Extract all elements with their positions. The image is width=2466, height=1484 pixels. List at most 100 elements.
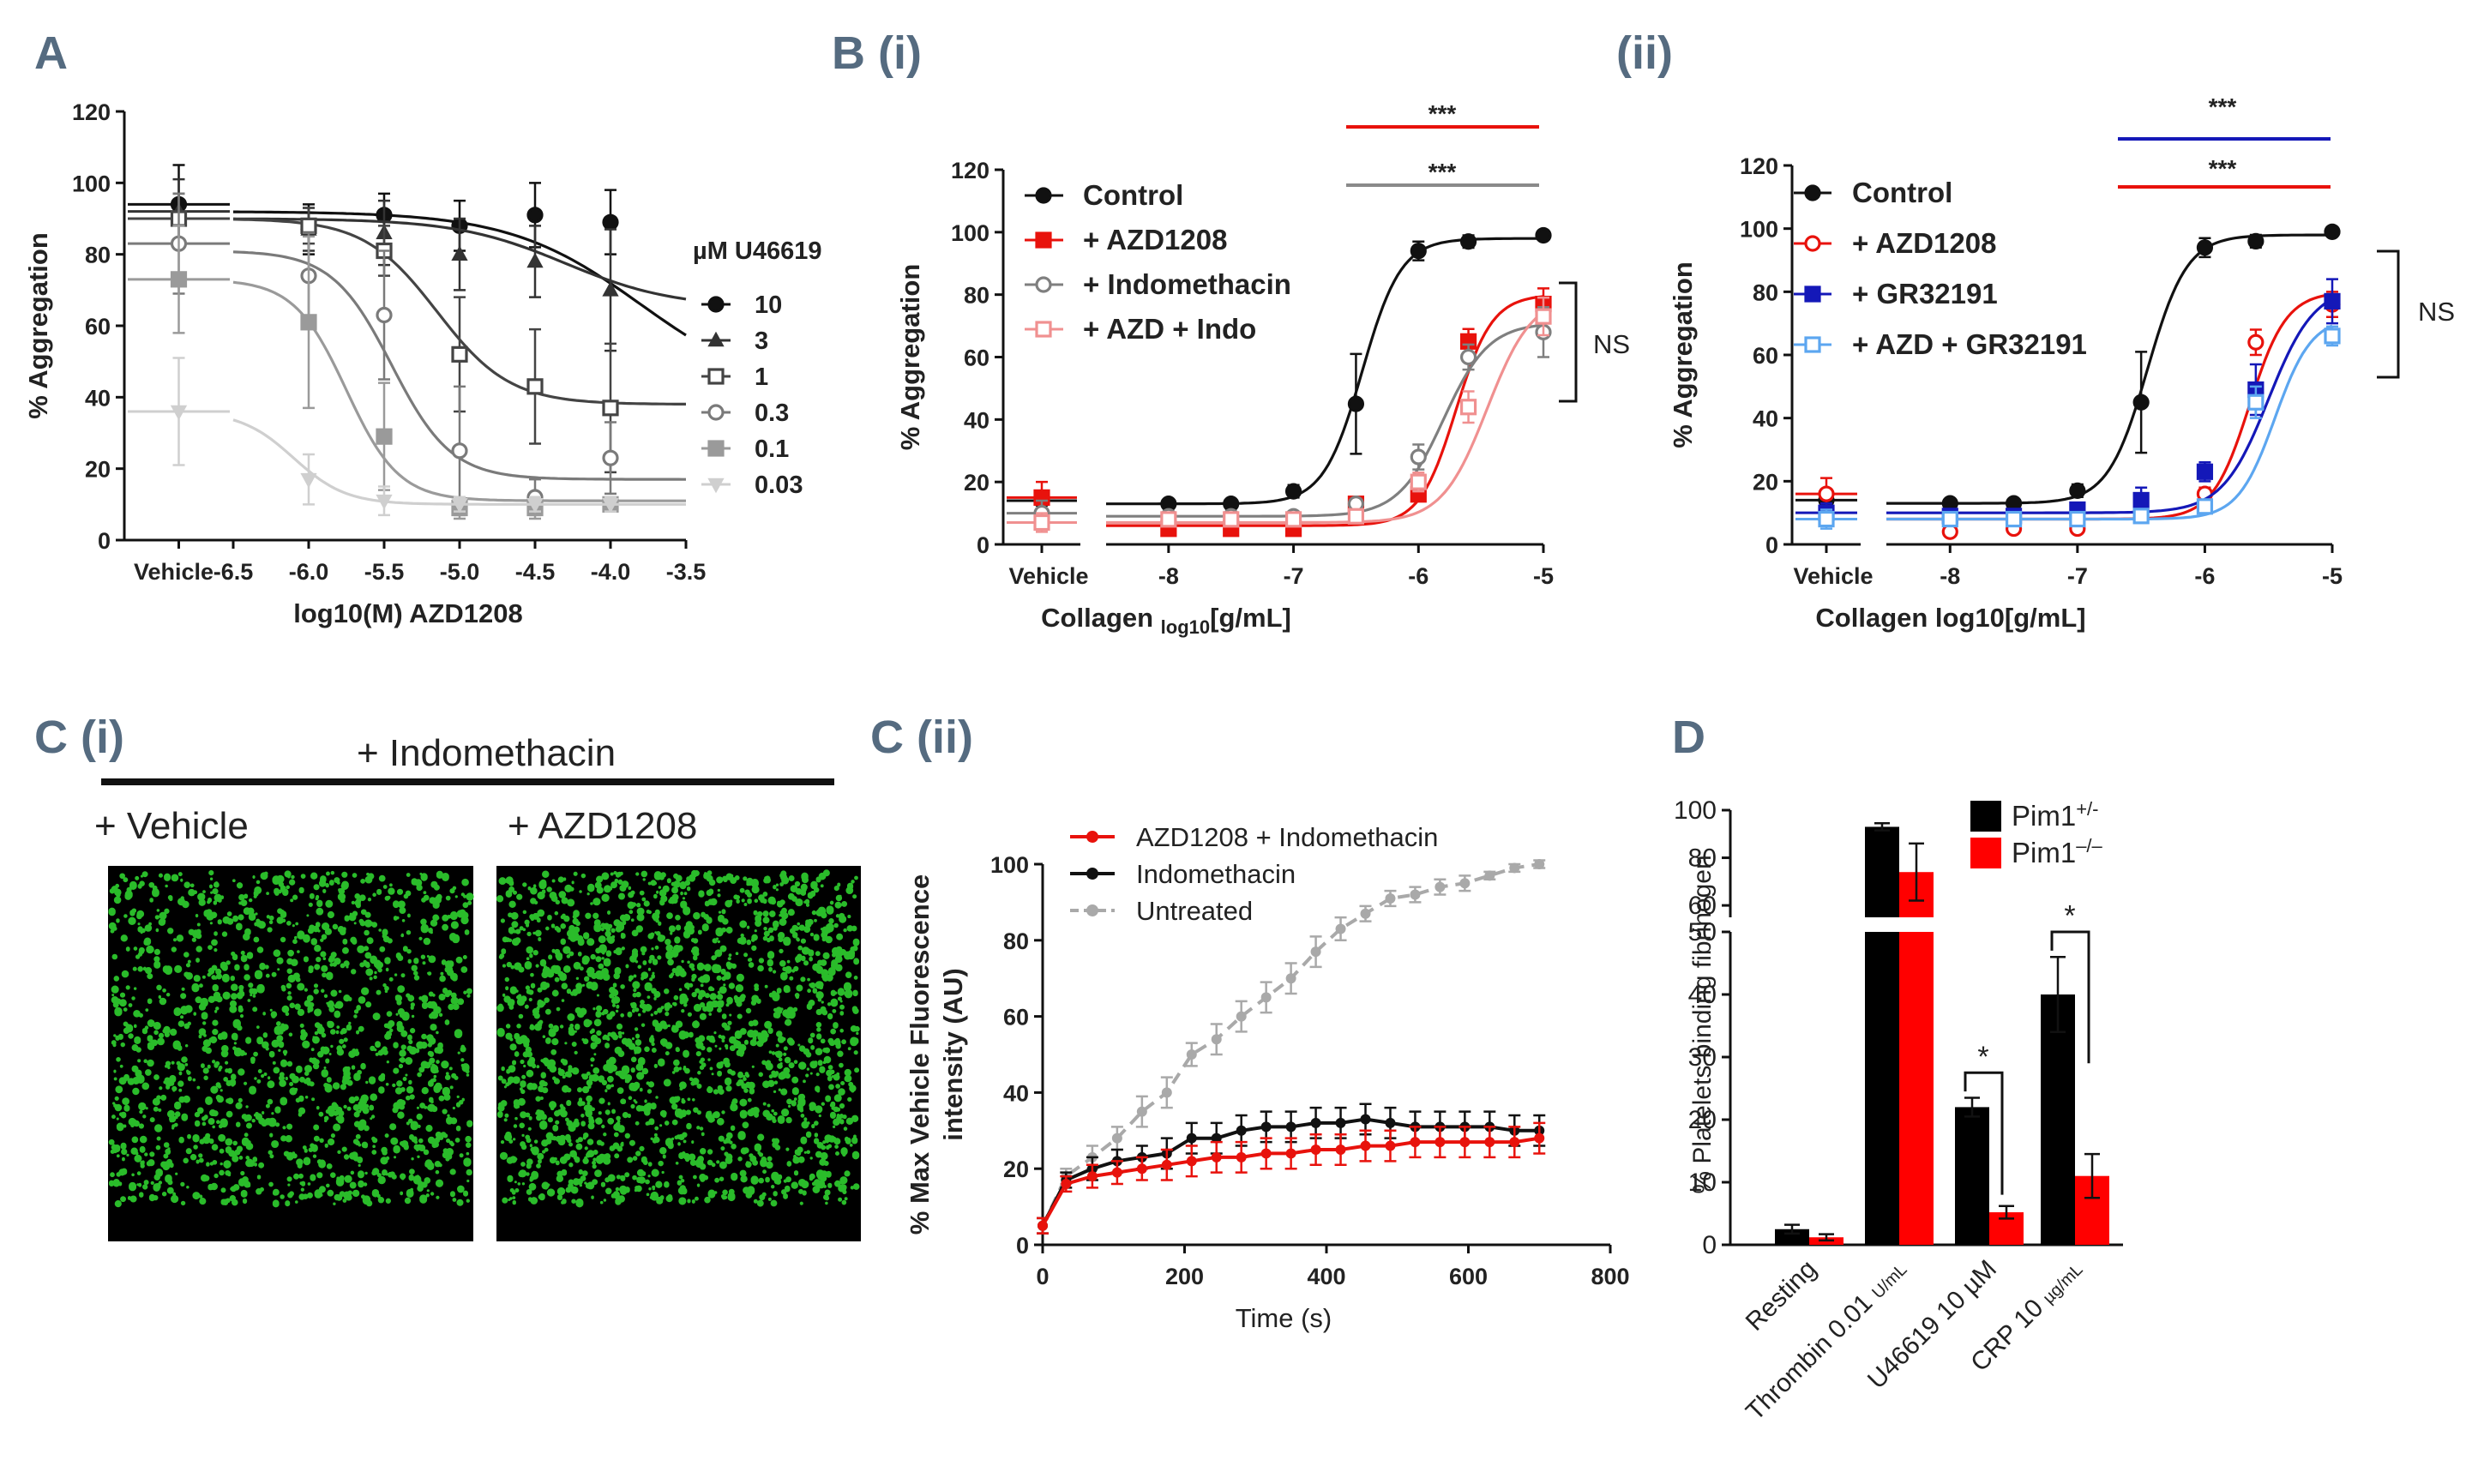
y-axis-label: % Platelets binding fibrinogen xyxy=(1688,855,1717,1193)
data-point xyxy=(2196,239,2214,256)
data-point xyxy=(1111,1167,1122,1178)
y-tick-label: 100 xyxy=(1740,217,1778,243)
data-point xyxy=(1535,308,1552,325)
data-point xyxy=(1484,870,1495,881)
vehicle-point xyxy=(170,405,188,421)
legend-label: + AZD1208 xyxy=(1852,227,1996,259)
x-tick-label: -5.0 xyxy=(440,559,480,585)
data-point xyxy=(2247,394,2265,411)
data-point xyxy=(1310,946,1321,958)
bar xyxy=(2041,994,2075,1245)
data-point xyxy=(1941,510,1958,528)
data-point xyxy=(1310,1117,1321,1128)
x-tick-label: -3.5 xyxy=(666,559,707,585)
data-point xyxy=(1285,1148,1296,1159)
data-point xyxy=(1410,448,1427,466)
data-point xyxy=(1211,1151,1222,1163)
data-point xyxy=(1211,1034,1222,1045)
data-point xyxy=(1136,1106,1147,1117)
error-bar xyxy=(1909,842,1924,902)
y-tick-label: 50 xyxy=(1688,918,1717,946)
legend-marker xyxy=(707,440,725,457)
data-point xyxy=(1161,1159,1172,1170)
category-label: Resting xyxy=(1741,1255,1822,1337)
data-point xyxy=(2247,232,2265,249)
data-point xyxy=(1484,1137,1495,1148)
y-tick-label: 120 xyxy=(1740,153,1778,179)
y-tick-label: 40 xyxy=(1688,981,1717,1009)
legend-marker xyxy=(1804,336,1821,353)
data-point xyxy=(602,498,619,514)
data-point xyxy=(1335,923,1346,934)
data-point xyxy=(1360,1114,1371,1125)
vehicle-image-label: + Vehicle xyxy=(94,805,249,847)
y-tick-label: 20 xyxy=(1753,469,1778,495)
data-point xyxy=(2196,498,2214,515)
legend-swatch xyxy=(1970,838,2001,868)
data-point xyxy=(602,400,619,417)
x-axis-label: Collagen log10[g/mL] xyxy=(1815,603,2085,633)
data-point xyxy=(1211,1133,1222,1144)
x-tick-label: 600 xyxy=(1449,1264,1488,1289)
ns-bracket xyxy=(2377,249,2400,379)
vehicle-platelet-aggregates xyxy=(108,870,474,1208)
legend-label: Control xyxy=(1852,177,1952,208)
data-point xyxy=(1459,233,1477,250)
data-point xyxy=(1459,878,1471,889)
x-tick-label: -8 xyxy=(1158,563,1179,589)
y-tick-label: 10 xyxy=(1688,1169,1717,1197)
legend-label: Indomethacin xyxy=(1136,859,1296,889)
data-point xyxy=(1509,1137,1520,1148)
data-point xyxy=(1385,1140,1396,1151)
error-bar xyxy=(1874,822,1890,832)
x-tick-label: -5.5 xyxy=(364,559,405,585)
data-point xyxy=(1385,892,1396,904)
x-tick-label: 400 xyxy=(1307,1264,1345,1289)
indomethacin-header: + Indomethacin xyxy=(357,732,616,774)
y-tick-label: 80 xyxy=(1688,844,1717,873)
y-tick-label: 40 xyxy=(1003,1080,1029,1106)
data-point xyxy=(2005,510,2023,528)
x-tick-label: -6.0 xyxy=(289,559,329,585)
data-point xyxy=(2324,327,2341,345)
chart-b-ii: 0 20 40 60 80 100 120 -8 -7 -6 -5 Vehicle % Aggregat… xyxy=(1668,93,2455,633)
y-tick-label: 80 xyxy=(964,283,989,309)
y-tick-label: 0 xyxy=(1702,1231,1717,1259)
x-axis-label: Collagen log10[g/mL] xyxy=(1041,603,1291,638)
y-tick-label: 60 xyxy=(964,345,989,371)
y-tick-label: 120 xyxy=(72,99,111,125)
legend-marker xyxy=(1804,235,1821,252)
y-tick-label: 0 xyxy=(1016,1233,1029,1259)
x-tick-label: -6 xyxy=(1408,563,1428,589)
data-point xyxy=(1385,1117,1396,1128)
azd1208-platelet-dots xyxy=(496,869,860,1208)
y-tick-label: 60 xyxy=(85,314,111,339)
panel-ci-label: C (i) xyxy=(34,712,124,763)
legend-marker xyxy=(1035,321,1052,338)
fit-curve xyxy=(1886,324,2333,521)
x-tick-label: -4.5 xyxy=(515,559,556,585)
data-point xyxy=(1410,1137,1421,1148)
legend-marker xyxy=(1804,285,1821,303)
vehicle-point xyxy=(1033,514,1050,532)
legend-label: Untreated xyxy=(1136,896,1253,926)
data-point xyxy=(1347,395,1365,412)
legend-label: 0.03 xyxy=(755,472,803,499)
x-tick-label: 0 xyxy=(1036,1264,1049,1289)
x-tick-label: -7 xyxy=(2067,563,2088,589)
y-tick-label: 60 xyxy=(1003,1005,1029,1030)
y-axis-label-line2: intensity (AU) xyxy=(938,968,968,1141)
data-point xyxy=(451,345,468,363)
data-point xyxy=(451,245,468,261)
bar-lower-segment xyxy=(1865,932,1899,1245)
data-point xyxy=(1335,1145,1346,1155)
data-point xyxy=(1509,862,1520,874)
legend-label: 0.3 xyxy=(755,400,789,427)
y-tick-label: 120 xyxy=(951,158,989,183)
panel-bi-label: B (i) xyxy=(832,27,922,79)
data-point xyxy=(1335,1117,1346,1128)
data-point xyxy=(2196,463,2214,480)
y-tick-label: 100 xyxy=(72,171,111,196)
series--azd-gr32191 xyxy=(1795,324,2341,530)
